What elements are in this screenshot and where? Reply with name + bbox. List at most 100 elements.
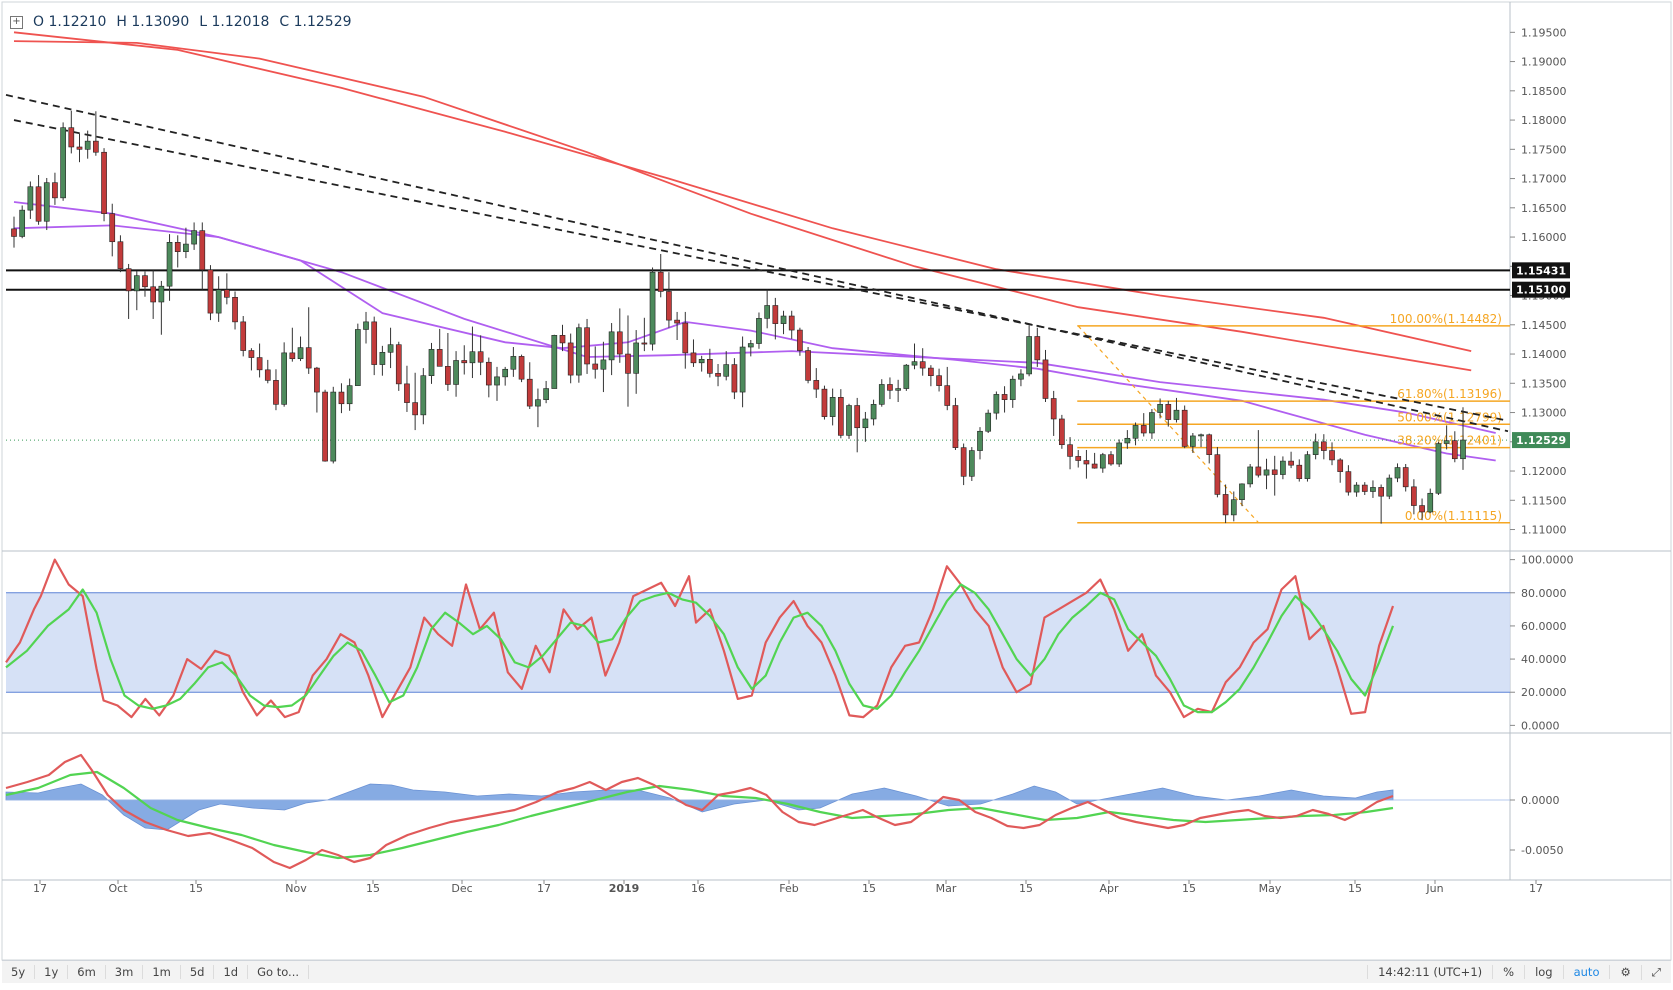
log-toggle[interactable]: log xyxy=(1524,965,1563,979)
time-tick-label: Nov xyxy=(285,882,307,895)
candle xyxy=(854,405,861,429)
candle xyxy=(215,289,222,314)
candle xyxy=(625,353,631,374)
auto-toggle[interactable]: auto xyxy=(1562,965,1610,979)
candle xyxy=(977,430,983,451)
expand-icon[interactable]: ⤢ xyxy=(1640,964,1671,980)
gear-icon[interactable]: ⚙ xyxy=(1609,965,1640,979)
candle xyxy=(1271,469,1278,475)
candle xyxy=(1427,492,1434,513)
candle xyxy=(412,402,418,416)
price-tick-label: 1.14000 xyxy=(1521,348,1567,361)
candle xyxy=(305,347,312,369)
candle xyxy=(1149,412,1155,434)
macd-tick-label: 0.0000 xyxy=(1521,794,1560,807)
candle xyxy=(117,241,124,269)
level-label: 1.15100 xyxy=(1516,284,1566,297)
fib-level-label: 0.00%(1.11115) xyxy=(1405,509,1502,523)
price-tick-label: 1.16000 xyxy=(1521,231,1567,244)
candle xyxy=(1296,464,1303,479)
candle xyxy=(240,321,247,351)
stochastic-line xyxy=(5,583,1395,714)
candle xyxy=(199,230,206,271)
percent-toggle[interactable]: % xyxy=(1492,965,1524,979)
candle xyxy=(1222,494,1229,516)
candle xyxy=(224,289,230,298)
time-tick-label: 15 xyxy=(1348,882,1362,895)
candle xyxy=(1140,425,1147,434)
candle xyxy=(559,335,566,344)
candle xyxy=(903,364,910,389)
candle xyxy=(1460,439,1466,460)
candle xyxy=(821,388,828,417)
candle xyxy=(690,352,697,364)
candle xyxy=(207,269,214,314)
tf-1m[interactable]: 1m xyxy=(143,965,181,979)
tf-3m[interactable]: 3m xyxy=(106,965,144,979)
candle xyxy=(371,321,378,365)
candle xyxy=(174,242,181,252)
candle xyxy=(1247,466,1253,485)
stoch-tick-label: 20.0000 xyxy=(1521,686,1567,699)
time-tick-label: Oct xyxy=(108,882,128,895)
candle xyxy=(52,182,58,199)
candle xyxy=(1173,409,1180,420)
candle xyxy=(404,383,410,403)
candle xyxy=(485,361,492,386)
tf-6m[interactable]: 6m xyxy=(68,965,106,979)
goto-button[interactable]: Go to... xyxy=(248,965,310,979)
tf-5d[interactable]: 5d xyxy=(181,965,215,979)
trendline xyxy=(5,94,1509,433)
candle xyxy=(395,344,402,385)
candle xyxy=(461,360,468,364)
candle xyxy=(633,342,640,374)
macd-line xyxy=(5,753,1394,870)
tf-1d[interactable]: 1d xyxy=(214,965,249,979)
price-tick-label: 1.14500 xyxy=(1521,319,1567,332)
fib-level-label: 61.80%(1.13196) xyxy=(1397,387,1502,401)
time-tick-label: Mar xyxy=(936,882,957,895)
candle xyxy=(76,146,83,150)
time-tick-label: 15 xyxy=(862,882,876,895)
candle xyxy=(731,364,738,393)
candle xyxy=(43,182,50,222)
tf-5y[interactable]: 5y xyxy=(2,965,36,979)
tf-1y[interactable]: 1y xyxy=(35,965,69,979)
time-tick-label: 17 xyxy=(537,882,551,895)
candle xyxy=(125,268,132,292)
candle xyxy=(772,305,779,324)
candle xyxy=(469,351,476,364)
candle xyxy=(895,388,901,391)
crosshair-box-icon[interactable]: + xyxy=(10,15,23,29)
stochastic-line xyxy=(5,558,1395,719)
candle xyxy=(592,363,599,370)
candle xyxy=(535,399,541,407)
time-tick-label: 15 xyxy=(1019,882,1033,895)
trendline xyxy=(13,119,1509,422)
candle xyxy=(1312,441,1319,455)
candle xyxy=(1050,398,1057,420)
price-tick-label: 1.19000 xyxy=(1521,56,1567,69)
candle xyxy=(1042,359,1049,399)
time-tick-label: 15 xyxy=(189,882,203,895)
candle xyxy=(797,329,803,351)
candle xyxy=(764,305,770,319)
candle xyxy=(862,418,869,429)
candle xyxy=(27,186,34,211)
candle xyxy=(84,140,91,150)
level-label: 1.15431 xyxy=(1516,264,1566,277)
candle xyxy=(109,213,116,243)
candle xyxy=(723,364,730,377)
candle xyxy=(363,321,369,330)
fib-level-label: 38.20%(1.12401) xyxy=(1397,434,1502,448)
candle xyxy=(968,450,975,477)
candle xyxy=(1320,441,1327,451)
candle xyxy=(878,384,885,405)
candle xyxy=(387,344,394,353)
moving-average-line xyxy=(13,40,1472,372)
candle xyxy=(1230,499,1237,516)
candle xyxy=(715,373,721,377)
candle xyxy=(1419,505,1425,513)
candle xyxy=(682,322,689,354)
